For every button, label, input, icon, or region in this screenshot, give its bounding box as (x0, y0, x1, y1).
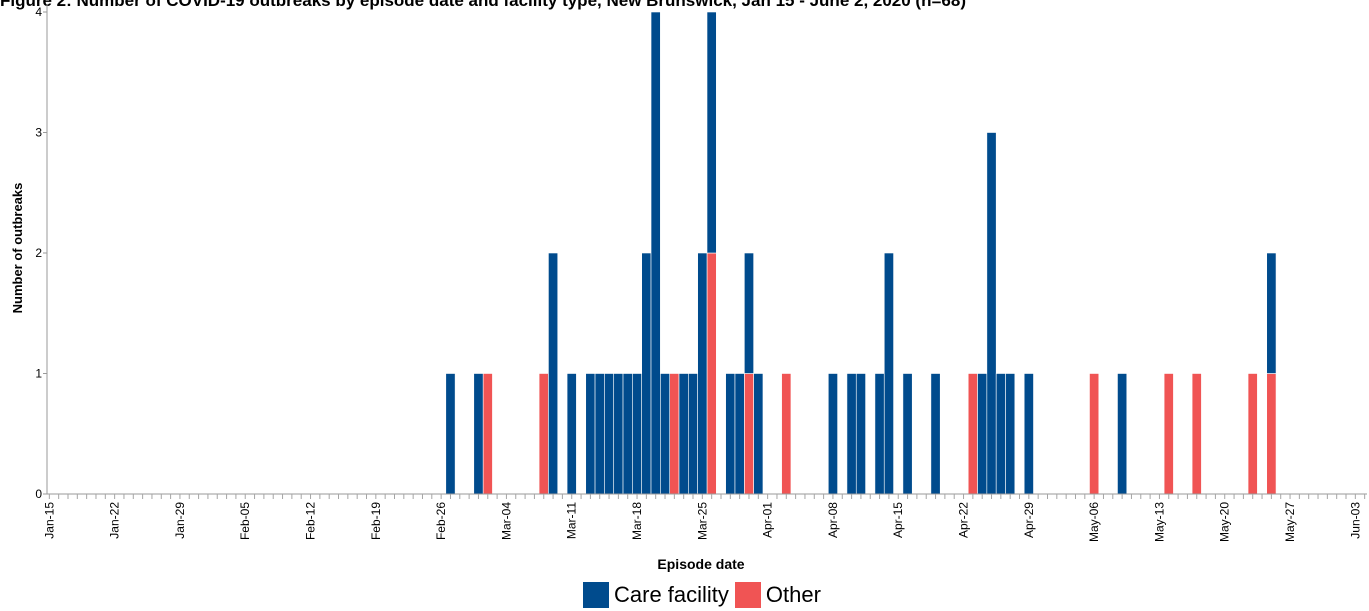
x-tick-label: Mar-04 (499, 502, 513, 540)
bar-care-facility (613, 373, 624, 495)
y-tick-label: 3 (35, 126, 42, 140)
bar-care-facility (445, 373, 456, 495)
bar-care-facility (660, 373, 670, 495)
bar-other (967, 373, 978, 495)
legend-item-care-facility: Care facility (583, 582, 729, 608)
x-tick-label: Apr-15 (891, 502, 905, 538)
axes-group (46, 4, 1367, 495)
bar-care-facility (473, 373, 484, 495)
x-tick-label: May-06 (1087, 502, 1101, 542)
y-tick-label: 1 (35, 367, 42, 381)
x-tick-label: Feb-05 (238, 502, 252, 540)
legend-label-other: Other (765, 582, 821, 607)
x-tick-label: Apr-22 (957, 502, 971, 538)
bar-care-facility (977, 373, 988, 495)
bar-care-facility (566, 373, 577, 495)
bar-care-facility (706, 11, 717, 254)
x-tick-label: Apr-01 (761, 502, 775, 538)
bar-care-facility (874, 373, 885, 495)
bar-other (1089, 373, 1100, 495)
bar-other (1163, 373, 1174, 495)
x-tick-label: Jun-03 (1348, 502, 1362, 539)
y-tick-label: 4 (35, 5, 42, 19)
bar-care-facility (622, 373, 633, 495)
bar-care-facility (1005, 373, 1016, 495)
bar-care-facility (641, 252, 652, 495)
bar-other (1266, 373, 1277, 495)
x-tick-label: Apr-29 (1022, 502, 1036, 538)
bar-care-facility (744, 252, 754, 374)
bar-care-facility (995, 373, 1006, 495)
x-tick-label: May-27 (1283, 502, 1297, 542)
legend-label-care-facility: Care facility (614, 582, 729, 607)
bar-care-facility (688, 373, 698, 495)
bar-other (482, 373, 493, 495)
bar-care-facility (827, 373, 838, 495)
bar-care-facility (594, 373, 605, 495)
y-tick-label: 0 (35, 487, 42, 501)
x-tick-label: May-20 (1218, 502, 1232, 542)
bar-other (744, 373, 754, 495)
bar-care-facility (1117, 373, 1128, 495)
x-tick-label: Feb-26 (434, 502, 448, 540)
figure-title: Figure 2: Number of COVID-19 outbreaks b… (0, 0, 966, 10)
bar-care-facility (1023, 373, 1034, 495)
bar-care-facility (725, 373, 736, 495)
y-axis-label: Number of outbreaks (10, 183, 25, 314)
y-ticks-group: 0 1 2 3 4 (35, 5, 47, 501)
x-tick-label: Feb-12 (304, 502, 318, 540)
x-tick-label: Jan-22 (108, 502, 122, 539)
bar-care-facility (930, 373, 941, 495)
bar-other (706, 252, 717, 495)
y-tick-label: 2 (35, 246, 42, 260)
bar-care-facility (753, 373, 764, 495)
bar-care-facility (650, 11, 661, 495)
x-tick-label: Jan-15 (42, 502, 56, 539)
bar-care-facility (883, 252, 894, 495)
bar-care-facility (902, 373, 913, 495)
bar-care-facility (855, 373, 866, 495)
bar-care-facility (1266, 252, 1277, 374)
x-tick-label: May-13 (1152, 502, 1166, 542)
bar-other (538, 373, 549, 495)
bar-care-facility (548, 252, 559, 495)
bars-group (445, 11, 1277, 495)
bar-care-facility (678, 373, 689, 495)
bar-other (1191, 373, 1202, 495)
x-tick-label: Mar-18 (630, 502, 644, 540)
x-ticks-group: Jan-15 Jan-22 Jan-29 Feb-05 Feb-12 Feb-19 Feb-… (42, 494, 1366, 542)
x-tick-label: Mar-25 (695, 502, 709, 540)
bar-other (781, 373, 792, 495)
legend: Care facility Other (583, 581, 827, 609)
x-tick-label: Jan-29 (173, 502, 187, 539)
legend-swatch-other (734, 582, 761, 608)
x-axis-label: Episode date (657, 556, 744, 572)
bar-care-facility (632, 373, 642, 495)
bar-care-facility (697, 252, 708, 495)
bar-other (1247, 373, 1258, 495)
bar-care-facility (604, 373, 615, 495)
x-tick-label: Mar-11 (565, 502, 579, 539)
bar-care-facility (846, 373, 857, 495)
legend-swatch-care-facility (583, 582, 609, 608)
bar-care-facility (585, 373, 596, 495)
bar-care-facility (734, 373, 745, 495)
bar-other (669, 373, 680, 495)
x-tick-label: Feb-19 (369, 502, 383, 540)
x-tick-label: Apr-08 (826, 502, 840, 538)
legend-item-other: Other (734, 582, 821, 608)
bar-care-facility (986, 132, 997, 495)
